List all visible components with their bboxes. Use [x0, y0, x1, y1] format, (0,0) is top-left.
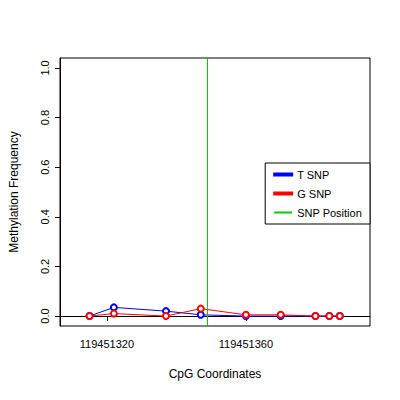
- svg-text:0.2: 0.2: [39, 259, 51, 274]
- svg-text:0.6: 0.6: [39, 160, 51, 175]
- svg-text:CpG Coordinates: CpG Coordinates: [169, 367, 262, 381]
- svg-text:T SNP: T SNP: [297, 169, 329, 181]
- svg-text:SNP Position: SNP Position: [297, 207, 362, 219]
- svg-text:119451360: 119451360: [219, 338, 273, 350]
- svg-text:G SNP: G SNP: [297, 188, 331, 200]
- svg-text:Methylation Frequency: Methylation Frequency: [7, 131, 21, 252]
- svg-text:119451320: 119451320: [80, 338, 134, 350]
- svg-text:1.0: 1.0: [39, 60, 51, 75]
- svg-text:0.4: 0.4: [39, 209, 51, 224]
- svg-text:0.0: 0.0: [39, 308, 51, 323]
- svg-text:0.8: 0.8: [39, 110, 51, 125]
